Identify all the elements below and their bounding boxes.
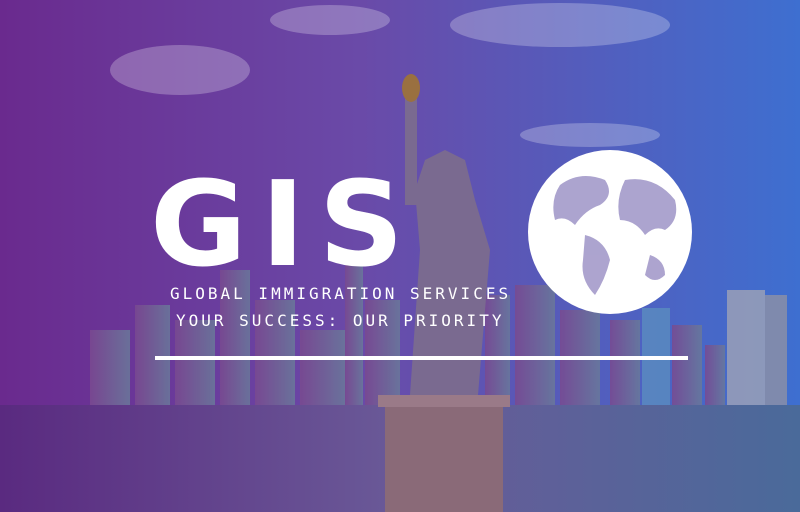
divider [155, 356, 688, 360]
tagline: YOUR SUCCESS: OUR PRIORITY [176, 311, 504, 330]
logo-initials: GIS [150, 155, 418, 293]
company-name: GLOBAL IMMIGRATION SERVICES [170, 284, 511, 303]
globe [528, 150, 692, 314]
clouds [110, 3, 670, 147]
statue [378, 74, 510, 512]
